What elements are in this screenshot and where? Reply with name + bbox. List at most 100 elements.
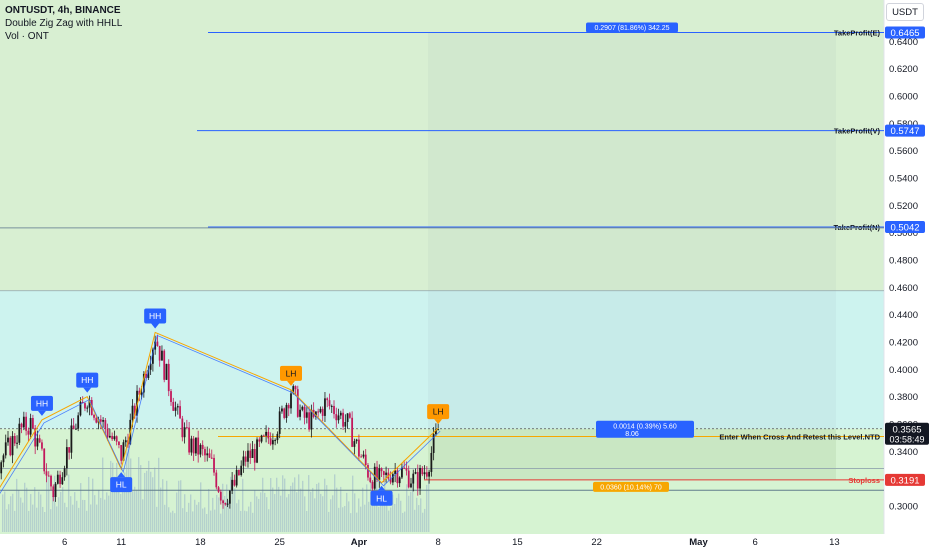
volume-bar <box>426 484 428 532</box>
volume-bar <box>342 507 344 532</box>
candle-up <box>278 411 281 434</box>
indicator-name[interactable]: Double Zig Zag with HHLL <box>5 18 123 29</box>
volume-bar <box>270 478 272 532</box>
candle-up <box>305 412 308 418</box>
candle-up <box>414 472 417 474</box>
time-tick-label: Apr <box>351 537 368 548</box>
candle-down <box>118 441 120 446</box>
volume-bar <box>264 492 266 532</box>
candle-down <box>267 431 270 439</box>
volume-bar <box>190 494 192 532</box>
symbol-title[interactable]: ONTUSDT, 4h, BINANCE <box>5 5 121 16</box>
volume-bar <box>422 512 424 532</box>
candle-down <box>27 430 30 435</box>
candle-up <box>430 452 433 472</box>
candle-up <box>315 411 317 417</box>
risk-zone <box>0 428 884 550</box>
price-tick-label: 0.5200 <box>889 201 918 212</box>
volume-bar <box>238 499 240 532</box>
price-axis: 0.30000.32000.34000.36000.38000.40000.42… <box>883 0 932 550</box>
candle-down <box>20 423 23 428</box>
candle-up <box>147 369 150 379</box>
candle-up <box>260 435 263 442</box>
candle-down <box>38 438 41 443</box>
candle-down <box>317 411 320 413</box>
volume-bar <box>316 483 318 532</box>
candle-down <box>335 414 338 421</box>
candle-down <box>238 469 240 475</box>
price-label-text: 0.3191 <box>890 475 919 486</box>
volume-bar <box>8 504 10 532</box>
candle-down <box>167 363 170 392</box>
volume-bar <box>142 499 144 532</box>
candle-down <box>45 471 48 476</box>
time-axis: 6 11 18 25 Apr 8 15 22 May 6 13 <box>0 534 932 550</box>
candle-down <box>421 467 424 475</box>
volume-bar <box>214 509 216 532</box>
candle-up <box>292 386 295 394</box>
volume-bar <box>120 493 122 532</box>
volume-bar <box>284 478 286 532</box>
volume-bar <box>124 472 126 532</box>
volume-bar <box>350 513 352 532</box>
candle-down <box>99 419 102 422</box>
candle-down <box>115 436 118 442</box>
volume-bar <box>44 511 46 532</box>
volume-bar <box>96 504 98 532</box>
candle-up <box>140 392 143 395</box>
candle-up <box>385 472 387 475</box>
volume-bar <box>362 487 364 532</box>
candle-down <box>369 477 372 482</box>
zigzag-label-pointer <box>377 485 386 491</box>
volume-bar <box>366 484 368 532</box>
volume-bar <box>394 503 396 532</box>
candle-down <box>328 400 331 407</box>
volume-bar <box>398 493 400 532</box>
volume-bar <box>148 460 150 532</box>
candle-down <box>181 418 184 438</box>
candle-down <box>358 439 360 457</box>
candle-up <box>22 416 25 428</box>
level-name-label: TakeProfit(E) <box>834 28 881 37</box>
candle-down <box>376 466 378 480</box>
candle-up <box>63 468 66 478</box>
volume-bar <box>276 477 278 532</box>
candle-up <box>330 405 333 407</box>
price-label-text: 0.5747 <box>890 126 919 137</box>
volume-bar <box>172 510 174 532</box>
last-price-badge <box>885 422 929 445</box>
candle-up <box>88 399 91 408</box>
volume-indicator-name[interactable]: Vol · ONT <box>5 31 49 42</box>
volume-bar <box>266 497 268 532</box>
candle-down <box>201 444 204 450</box>
volume-bar <box>404 511 406 532</box>
volume-bar <box>28 510 30 532</box>
volume-bar <box>216 494 218 532</box>
volume-bar <box>252 512 254 532</box>
volume-bar <box>210 510 212 532</box>
volume-bar <box>282 475 284 532</box>
candle-up <box>437 429 440 431</box>
volume-bar <box>364 504 366 532</box>
volume-bar <box>50 509 52 532</box>
volume-bar <box>300 488 302 532</box>
candle-up <box>176 406 179 408</box>
candle-up <box>299 409 301 417</box>
volume-bar <box>332 495 334 532</box>
currency-button[interactable]: USDT <box>886 3 924 21</box>
volume-bar <box>110 460 112 532</box>
candle-up <box>410 483 412 488</box>
volume-bar <box>374 498 376 532</box>
candle-up <box>79 402 82 416</box>
volume-bar <box>170 512 172 532</box>
candle-up <box>256 439 258 463</box>
volume-bar <box>134 486 136 532</box>
volume-bar <box>280 495 282 532</box>
candle-down <box>43 448 46 472</box>
candle-down <box>351 417 354 447</box>
candle-down <box>9 437 12 456</box>
candle-up <box>324 398 326 416</box>
candle-up <box>401 467 403 478</box>
